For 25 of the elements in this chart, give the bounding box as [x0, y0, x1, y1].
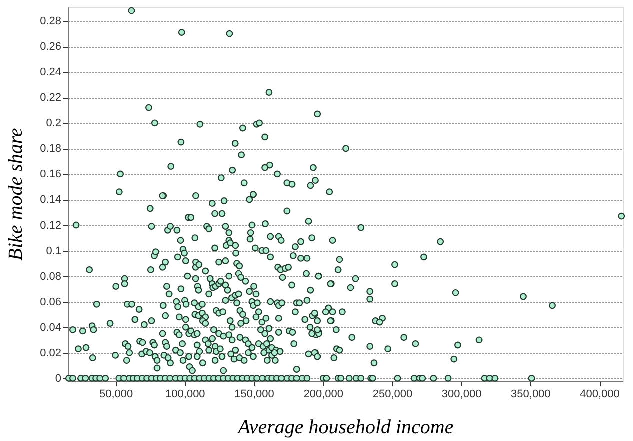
y-tick-label: 0.06	[40, 296, 62, 308]
y-tick-label: 0.08	[40, 270, 62, 283]
y-tick-label: 0.12	[40, 220, 62, 232]
y-tick-label: 0.1	[46, 245, 62, 258]
x-tick-label: 350,000	[511, 388, 551, 400]
y-tick-label: 0.18	[40, 143, 62, 156]
y-tick-label: 0.22	[40, 92, 62, 104]
y-tick-label: 0.04	[40, 322, 62, 334]
x-tick-label: 150,000	[234, 388, 274, 400]
y-tick-label: 0.16	[40, 168, 62, 181]
y-tick-label: 0.24	[40, 66, 62, 79]
y-tick-label: 0.26	[40, 41, 62, 54]
x-tick-label: 400,000	[580, 388, 620, 400]
x-tick-label: 300,000	[442, 388, 482, 400]
y-axis-title: Bike mode share	[5, 128, 28, 261]
y-tick-label: 0	[55, 372, 62, 385]
y-tick-label: 0.28	[40, 16, 62, 28]
x-tick-label: 200,000	[304, 388, 344, 400]
y-tick-label: 0.2	[46, 118, 62, 130]
x-tick-label: 100,000	[166, 388, 206, 400]
x-tick-label: 250,000	[372, 388, 413, 400]
y-tick-label: 0.14	[40, 194, 62, 206]
y-tick-label: 0.02	[40, 347, 62, 360]
x-tick-label: 50,000	[99, 388, 134, 400]
x-axis-title: Average household income	[236, 416, 454, 438]
